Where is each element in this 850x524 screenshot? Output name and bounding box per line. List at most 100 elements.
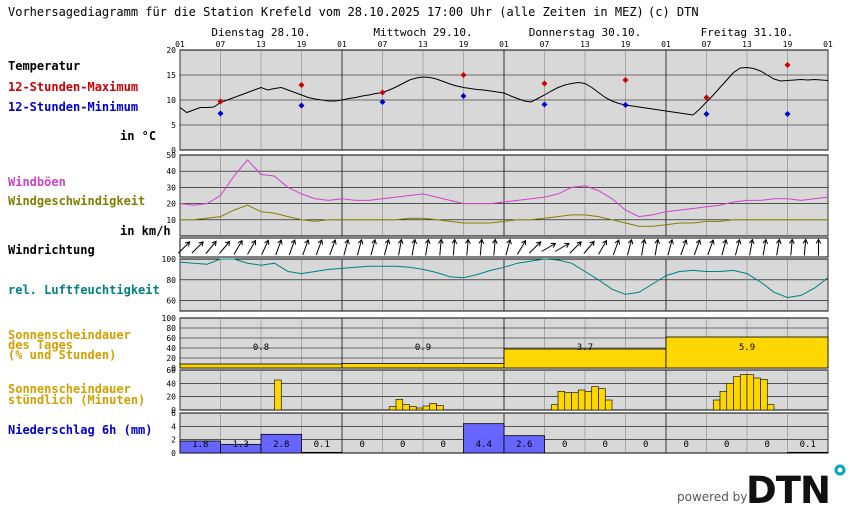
wind-arrow-shaft	[383, 239, 390, 256]
xtick-label: 07	[378, 40, 388, 49]
wind-arrow-shaft	[654, 239, 659, 256]
wind-arrow-head	[465, 238, 471, 244]
ytick-precipitation: 2	[171, 436, 176, 445]
temp-min-marker	[703, 111, 710, 117]
wind-arrow	[451, 238, 458, 256]
wind-arrow-shaft	[356, 239, 363, 256]
wind-arrow	[569, 241, 582, 254]
wind-arrow-head	[451, 238, 458, 244]
wind-arrow-head	[668, 238, 674, 245]
precip-label: 2.8	[273, 440, 289, 450]
temp-max-marker	[379, 89, 386, 96]
wind-arrow-head	[424, 238, 431, 245]
precip-bar	[463, 423, 505, 454]
label-humidity: rel. Luftfeuchtigkeit	[8, 283, 160, 297]
sun-hourly-bar	[436, 405, 444, 411]
xtick-label: 07	[702, 40, 712, 49]
data-series: 0.8 0.9 3.7 5.9 1.8 1.3 2.8 0.1 0 0 0 4.4 2.6 0 0 0 0 0 0 0…	[177, 62, 829, 454]
temp-max-marker	[460, 72, 467, 78]
temp-min-marker	[541, 101, 548, 108]
temp-min-marker	[622, 102, 629, 108]
sun-hourly-bar	[577, 389, 586, 411]
sun-hourly-bar	[274, 379, 282, 411]
wind-arrow	[789, 238, 795, 256]
wind-arrow-shaft	[411, 239, 416, 256]
precip-label: 0	[360, 440, 365, 450]
label-precip: Niederschlag 6h (mm)	[8, 423, 153, 437]
wind-arrow-head	[815, 238, 822, 244]
label-sun-day-2: des Tages	[8, 338, 73, 352]
wind-arrow	[218, 240, 231, 254]
wind-arrow	[528, 241, 542, 254]
wind-arrow-head	[640, 238, 647, 245]
powered-by-text: powered by	[677, 490, 747, 504]
sun-hourly-bar	[591, 386, 599, 411]
sun-daily-bar	[341, 363, 505, 369]
precip-label: 0	[400, 440, 405, 450]
precip-bar	[787, 451, 829, 454]
ytick-temperature: 0	[171, 146, 176, 155]
precip-label: 0	[603, 440, 608, 450]
wind-arrow-head	[762, 238, 769, 245]
temp-max-marker	[622, 77, 629, 83]
ytick-sunshine_daily: 20	[166, 354, 176, 363]
wind-arrow-shaft	[439, 239, 442, 256]
wind-arrow-shaft	[177, 241, 191, 254]
xtick-label: 13	[418, 40, 428, 49]
wind-arrow-head	[478, 238, 485, 244]
wind-arrow-head	[682, 239, 688, 245]
wind-arrow-shaft	[776, 239, 780, 256]
wind-arrow	[411, 238, 418, 256]
wind-arrow-shaft	[541, 243, 556, 252]
wind-arrow	[205, 240, 217, 254]
wind-arrow-head	[211, 240, 217, 247]
wind-arrow-head	[304, 239, 310, 245]
sun-hourly-bar	[395, 399, 404, 411]
wind-arrow-head	[317, 239, 324, 245]
sun-daily-label: 0.8	[253, 343, 269, 353]
wind-arrow-head	[709, 239, 715, 245]
precip-label: 0	[765, 440, 770, 450]
precip-label: 0	[562, 440, 567, 450]
wind-arrow	[693, 239, 702, 256]
wind-arrow-shaft	[612, 239, 620, 256]
label-wind-unit: in km/h	[120, 224, 171, 238]
sun-hourly-bar	[733, 376, 741, 411]
wind-arrow-shaft	[517, 240, 526, 255]
ytick-wind: 50	[166, 151, 176, 160]
gust-line	[179, 159, 829, 218]
wind-arrow	[612, 239, 621, 256]
wind-arrow-shaft	[452, 239, 456, 256]
wind-arrow	[261, 239, 270, 255]
wind-arrow-shaft	[707, 239, 714, 256]
wind-arrow-shaft	[247, 240, 256, 255]
wind-arrow-shaft	[466, 239, 469, 256]
sun-hourly-bar	[422, 405, 431, 411]
wind-arrow-shaft	[425, 239, 429, 256]
day-label: Donnerstag 30.10.	[529, 26, 642, 39]
temp-max-marker	[784, 62, 791, 68]
precip-bar	[260, 433, 302, 454]
wind-arrow-head	[550, 242, 557, 248]
sun-hourly-bar	[557, 391, 566, 411]
copyright: (c) DTN	[648, 5, 699, 19]
wind-arrow-head	[589, 240, 595, 247]
sun-hourly-bar	[719, 391, 728, 411]
wind-arrow-shaft	[734, 239, 741, 256]
temp-max-marker	[541, 80, 548, 87]
wind-arrow	[505, 238, 512, 256]
sun-daily-label: 5.9	[739, 343, 755, 353]
wind-arrow-head	[576, 241, 582, 247]
sun-hourly-bar	[415, 407, 424, 411]
wind-arrow-head	[290, 239, 297, 245]
sun-hourly-bar	[604, 399, 613, 411]
sun-hourly-bar	[571, 392, 579, 411]
label-sun-hour-1: Sonnenscheindauer	[8, 382, 131, 396]
ytick-precipitation: 0	[171, 449, 176, 458]
xtick-label: 01	[661, 40, 671, 49]
wind-arrow-head	[344, 238, 350, 245]
chart-title: Vorhersagediagramm für die Station Krefe…	[8, 5, 644, 19]
wind-arrow-head	[277, 239, 283, 245]
wind-arrow	[492, 238, 498, 256]
panel-wind_direction	[179, 237, 829, 258]
